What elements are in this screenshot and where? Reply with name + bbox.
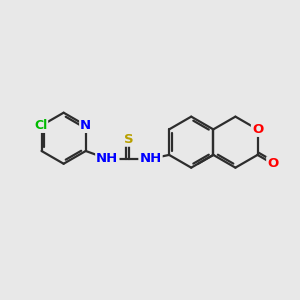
Text: N: N (80, 119, 91, 132)
Text: S: S (124, 133, 134, 146)
Text: O: O (252, 123, 263, 136)
Text: Cl: Cl (34, 119, 47, 132)
Text: NH: NH (96, 152, 118, 165)
Text: NH: NH (140, 152, 162, 165)
Text: O: O (267, 157, 278, 170)
